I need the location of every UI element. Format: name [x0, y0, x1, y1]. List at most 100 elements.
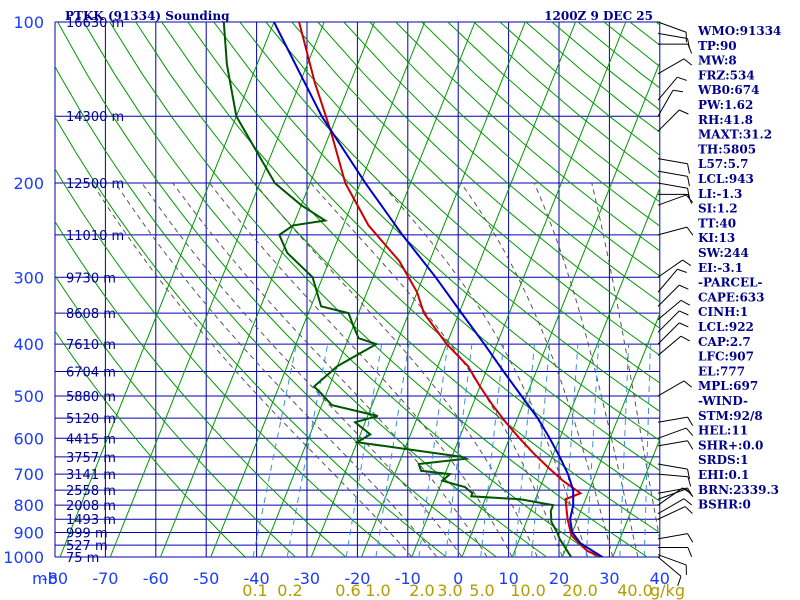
wind-barb-shaft [657, 310, 680, 333]
sounding-index: BSHR:0 [698, 498, 751, 512]
dry-adiabat [109, 22, 648, 557]
wind-barb [657, 284, 689, 307]
dry-adiabat [343, 22, 660, 303]
temperature-tick-label: -50 [193, 569, 219, 588]
sounding-index: KI:13 [698, 231, 735, 245]
isotherm-line [511, 186, 660, 557]
sounding-index: SW:244 [698, 246, 749, 260]
wind-barb [657, 226, 694, 236]
height-label: 14300 m [66, 110, 124, 125]
dry-adiabat [55, 116, 447, 557]
indices-panel: WMO:91334TP:90MW:8FRZ:534WB0:674PW:1.62R… [697, 24, 781, 512]
mixing-ratio-unit: g/kg [650, 581, 685, 600]
isotherm-line [411, 22, 627, 557]
mixing-ratio-label: 20.0 [562, 581, 598, 600]
moist-adiabat [591, 182, 660, 544]
moist-adiabat [209, 182, 513, 557]
wind-barb [657, 194, 694, 206]
sounding-index: MW:8 [698, 54, 737, 68]
height-label: 999 m [66, 527, 108, 542]
wind-barb [657, 109, 689, 132]
wind-barb-shaft [657, 32, 688, 40]
pressure-tick-label: 400 [13, 335, 44, 354]
wind-barb-shaft [657, 427, 687, 439]
pressure-tick-label: 100 [13, 13, 44, 32]
sounding-index: -WIND- [698, 394, 748, 408]
mixing-ratio-label: 10.0 [510, 581, 546, 600]
height-label: 12500 m [66, 177, 124, 192]
sounding-index: CINH:1 [698, 305, 748, 319]
wind-barb-flag [682, 259, 692, 267]
isotherm-line [361, 22, 576, 557]
wind-barb-flag [680, 299, 690, 306]
dry-adiabat [187, 22, 660, 472]
sounding-index: LFC:907 [698, 350, 754, 364]
wind-barb-shaft [657, 268, 678, 293]
height-label: 7610 m [66, 338, 116, 353]
pressure-tick-label: 200 [13, 174, 44, 193]
wind-barb-shaft [657, 194, 687, 206]
moist-adiabat [141, 182, 463, 557]
dry-adiabat [55, 65, 497, 557]
mixing-ratio-line [345, 344, 383, 557]
sounding-index: MPL:697 [698, 379, 758, 393]
wind-barb-flag [680, 335, 690, 342]
wind-barb-flag [687, 188, 690, 199]
temperature-tick-label: -20 [344, 569, 370, 588]
temperature-tick-label: -40 [244, 569, 270, 588]
temperature-tick-label: 30 [599, 569, 619, 588]
wind-barb-shaft [657, 487, 683, 506]
isotherm-line [109, 22, 325, 557]
mixing-ratio-label: 2.0 [409, 581, 434, 600]
height-label: 3141 m [66, 468, 116, 483]
sounding-index: EHI:0.1 [698, 468, 749, 482]
wind-barb-shaft [657, 322, 680, 345]
sounding-index: STM:92/8 [698, 409, 763, 423]
wind-barb-flag [677, 576, 682, 586]
wind-barb-flag [687, 487, 694, 497]
mixing-ratio-line [531, 344, 551, 557]
wind-barb-flag [683, 380, 693, 388]
wind-barb [657, 556, 682, 586]
wind-barb [657, 533, 694, 543]
sounding-index: SRDS:1 [698, 453, 749, 467]
wind-barb [657, 170, 690, 187]
mixing-ratio-line [375, 344, 410, 557]
sounding-index: LCL:922 [698, 320, 754, 334]
wind-barb-shaft [657, 473, 688, 478]
moist-adiabat [380, 182, 589, 557]
wind-barb [657, 268, 687, 293]
wind-barb [657, 487, 694, 497]
wind-barb [657, 473, 692, 487]
pressure-tick-label: 900 [13, 524, 44, 543]
sounding-index: EI:-3.1 [698, 261, 743, 275]
wind-barb-flag [687, 440, 694, 450]
moist-adiabat [172, 182, 488, 557]
wind-barb-shaft [657, 76, 678, 101]
wind-barb-shaft [657, 58, 685, 75]
wind-barb [657, 58, 693, 75]
dry-adiabat [55, 167, 397, 557]
height-label: 6704 m [66, 365, 116, 380]
mixing-ratio-label: 0.1 [242, 581, 267, 600]
mixing-ratio-line [514, 344, 535, 557]
wind-barb [657, 335, 690, 356]
sounding-index: HEL:11 [698, 424, 748, 438]
isotherm-line [461, 60, 660, 557]
isotherm-line [612, 437, 660, 557]
wind-barb-flag [687, 176, 690, 187]
mixing-ratio-label: 5.0 [469, 581, 494, 600]
sounding-index: TT:40 [698, 216, 736, 230]
height-label: 4415 m [66, 432, 116, 447]
sounding-index: TP:90 [698, 39, 737, 53]
dry-adiabat [55, 330, 246, 557]
wind-barb-shaft [657, 299, 682, 321]
wind-barb-shaft [657, 170, 688, 177]
wind-barb [657, 259, 692, 278]
moist-adiabat [254, 182, 538, 557]
sounding-index: CAPE:633 [698, 290, 765, 304]
wind-barb-shaft [657, 380, 685, 397]
isotherm-line [310, 22, 526, 557]
mixing-ratio-line [562, 344, 579, 557]
pressure-tick-label: 300 [13, 268, 44, 287]
